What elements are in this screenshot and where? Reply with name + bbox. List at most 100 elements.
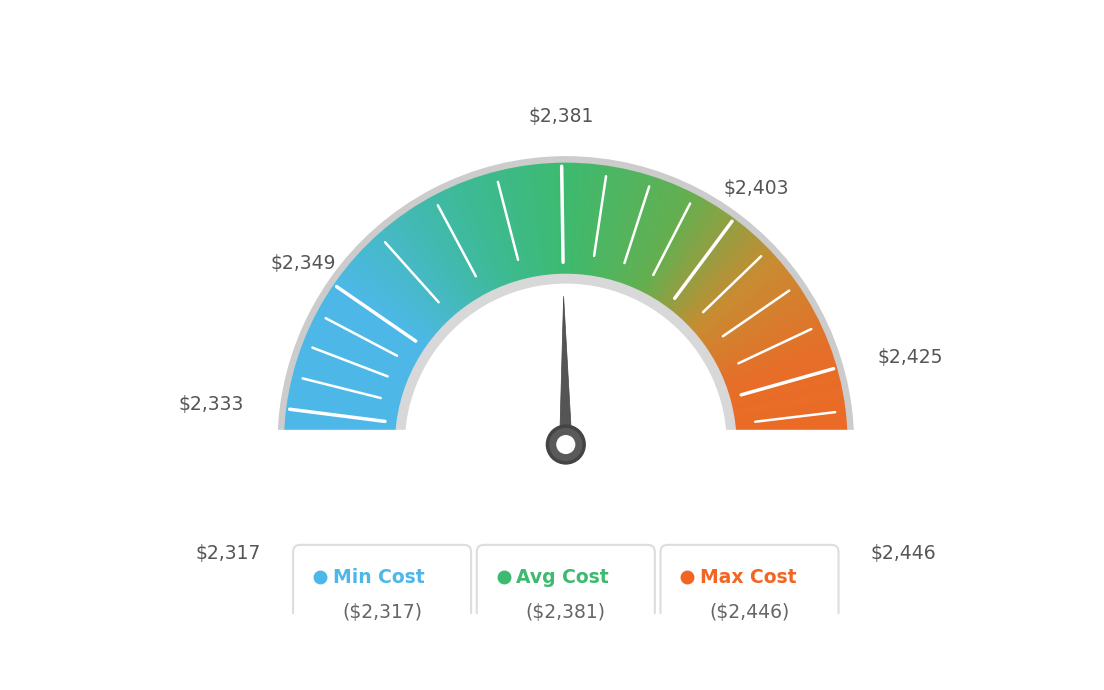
- Wedge shape: [722, 333, 827, 380]
- Wedge shape: [298, 350, 406, 390]
- Text: $2,425: $2,425: [878, 348, 944, 367]
- Wedge shape: [285, 460, 397, 475]
- Text: $2,349: $2,349: [270, 254, 336, 273]
- Wedge shape: [316, 310, 416, 366]
- Wedge shape: [346, 265, 435, 339]
- Wedge shape: [734, 417, 848, 430]
- Wedge shape: [574, 162, 584, 275]
- Wedge shape: [730, 374, 840, 404]
- Text: ($2,317): ($2,317): [342, 604, 422, 622]
- Wedge shape: [415, 204, 477, 301]
- Wedge shape: [728, 492, 837, 527]
- Wedge shape: [530, 164, 546, 277]
- Wedge shape: [733, 399, 846, 420]
- Wedge shape: [319, 304, 418, 362]
- Wedge shape: [734, 406, 847, 424]
- Wedge shape: [724, 343, 831, 386]
- Wedge shape: [690, 252, 775, 331]
- Wedge shape: [639, 190, 691, 293]
- Wedge shape: [700, 270, 790, 342]
- Wedge shape: [296, 357, 405, 394]
- Wedge shape: [519, 166, 540, 277]
- Wedge shape: [284, 435, 396, 441]
- Wedge shape: [733, 469, 846, 489]
- Wedge shape: [733, 473, 845, 496]
- Text: $2,333: $2,333: [179, 395, 244, 413]
- Wedge shape: [290, 482, 401, 510]
- Wedge shape: [290, 484, 402, 513]
- Wedge shape: [444, 188, 495, 292]
- Wedge shape: [559, 162, 564, 275]
- Wedge shape: [710, 295, 807, 356]
- Wedge shape: [726, 353, 835, 392]
- Wedge shape: [735, 456, 848, 467]
- Wedge shape: [570, 162, 576, 275]
- Wedge shape: [664, 214, 732, 307]
- Wedge shape: [330, 286, 426, 351]
- Wedge shape: [714, 307, 815, 364]
- Wedge shape: [284, 452, 396, 460]
- Wedge shape: [562, 162, 565, 275]
- Wedge shape: [287, 395, 399, 417]
- Wedge shape: [725, 350, 834, 390]
- Wedge shape: [299, 500, 406, 541]
- Wedge shape: [427, 197, 485, 297]
- Wedge shape: [735, 424, 848, 434]
- Wedge shape: [286, 469, 399, 489]
- Wedge shape: [505, 168, 531, 279]
- Wedge shape: [731, 377, 841, 406]
- Bar: [114, 431, 1018, 690]
- Wedge shape: [608, 171, 640, 281]
- Wedge shape: [418, 201, 479, 300]
- Wedge shape: [701, 274, 793, 344]
- Wedge shape: [286, 466, 399, 485]
- Wedge shape: [670, 222, 743, 313]
- Wedge shape: [289, 381, 401, 408]
- Wedge shape: [501, 168, 529, 279]
- Wedge shape: [464, 180, 507, 286]
- Wedge shape: [601, 168, 627, 279]
- Wedge shape: [533, 164, 549, 276]
- Wedge shape: [421, 200, 481, 299]
- Wedge shape: [284, 458, 397, 471]
- Wedge shape: [294, 490, 403, 524]
- Wedge shape: [732, 475, 843, 500]
- Wedge shape: [434, 193, 488, 295]
- Wedge shape: [734, 409, 847, 426]
- Wedge shape: [309, 323, 413, 373]
- Wedge shape: [691, 254, 777, 332]
- Wedge shape: [696, 262, 784, 337]
- Wedge shape: [722, 336, 828, 382]
- Wedge shape: [585, 164, 602, 277]
- Wedge shape: [734, 458, 848, 471]
- Wedge shape: [732, 392, 845, 415]
- Wedge shape: [284, 447, 396, 453]
- Wedge shape: [480, 174, 517, 283]
- Wedge shape: [403, 212, 470, 306]
- Wedge shape: [389, 222, 461, 313]
- Wedge shape: [544, 163, 555, 275]
- Wedge shape: [716, 317, 819, 370]
- Wedge shape: [298, 498, 406, 538]
- Wedge shape: [297, 496, 405, 534]
- Wedge shape: [291, 486, 402, 517]
- Wedge shape: [487, 172, 521, 282]
- Wedge shape: [725, 500, 832, 541]
- Wedge shape: [297, 353, 405, 392]
- Wedge shape: [606, 170, 637, 281]
- Wedge shape: [735, 438, 848, 443]
- Wedge shape: [348, 262, 436, 337]
- Wedge shape: [703, 279, 797, 347]
- Wedge shape: [332, 282, 427, 349]
- Wedge shape: [677, 231, 754, 318]
- FancyBboxPatch shape: [660, 545, 839, 644]
- Wedge shape: [354, 254, 440, 332]
- Wedge shape: [374, 234, 453, 319]
- Wedge shape: [719, 323, 822, 373]
- Wedge shape: [735, 449, 848, 456]
- Wedge shape: [682, 239, 762, 322]
- Wedge shape: [440, 190, 492, 293]
- Wedge shape: [555, 162, 562, 275]
- Wedge shape: [731, 381, 842, 408]
- Wedge shape: [605, 170, 634, 280]
